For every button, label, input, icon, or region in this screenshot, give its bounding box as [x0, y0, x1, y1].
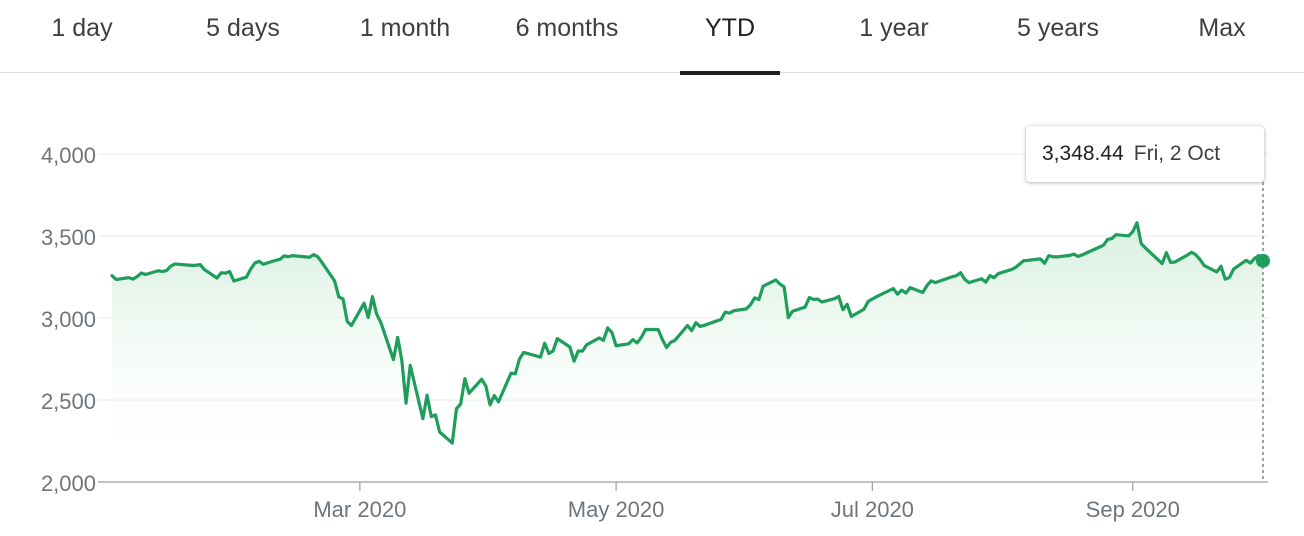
tab-6-months[interactable]: 6 months: [502, 0, 632, 72]
tab-ytd[interactable]: YTD: [680, 0, 780, 75]
x-tick-label: Sep 2020: [1086, 497, 1180, 522]
x-tick-label: Mar 2020: [313, 497, 406, 522]
range-tabs: 1 day 5 days 1 month 6 months YTD 1 year…: [0, 0, 1304, 75]
y-tick-label: 2,500: [41, 389, 96, 414]
price-area-fill: [112, 222, 1263, 483]
tab-1-day[interactable]: 1 day: [32, 0, 132, 72]
tooltip-date: Fri, 2 Oct: [1133, 142, 1221, 165]
y-axis: 2,000 2,500 3,000 3,500 4,000: [41, 143, 96, 496]
x-tick-label: May 2020: [568, 497, 665, 522]
tab-label: Max: [1198, 14, 1246, 42]
price-tooltip: 3,348.44 Fri, 2 Oct: [1026, 126, 1264, 182]
tab-label: YTD: [705, 14, 755, 42]
tab-label: 5 days: [206, 14, 280, 42]
tooltip-value: 3,348.44: [1042, 142, 1124, 165]
active-tab-indicator: [680, 71, 780, 75]
price-line: [110, 221, 1265, 445]
tab-label: 1 day: [51, 14, 113, 42]
y-tick-label: 3,500: [41, 225, 96, 250]
x-axis: Mar 2020 May 2020 Jul 2020 Sep 2020: [313, 482, 1180, 522]
tab-1-month[interactable]: 1 month: [348, 0, 462, 72]
tab-max[interactable]: Max: [1184, 0, 1260, 72]
y-tick-label: 4,000: [41, 143, 96, 168]
tab-label: 1 month: [359, 14, 451, 42]
tab-5-years[interactable]: 5 years: [1002, 0, 1114, 72]
tab-1-year[interactable]: 1 year: [846, 0, 942, 72]
x-tick-label: Jul 2020: [831, 497, 914, 522]
price-chart[interactable]: 2,000 2,500 3,000 3,500 4,000 Mar 2020 May 20…: [0, 80, 1304, 536]
tab-5-days[interactable]: 5 days: [190, 0, 296, 72]
y-tick-label: 2,000: [41, 471, 96, 496]
tab-label: 1 year: [859, 14, 929, 42]
current-price-dot[interactable]: [1256, 253, 1270, 268]
y-tick-label: 3,000: [41, 307, 96, 332]
tab-label: 6 months: [515, 14, 619, 42]
tab-label: 5 years: [1017, 14, 1099, 42]
